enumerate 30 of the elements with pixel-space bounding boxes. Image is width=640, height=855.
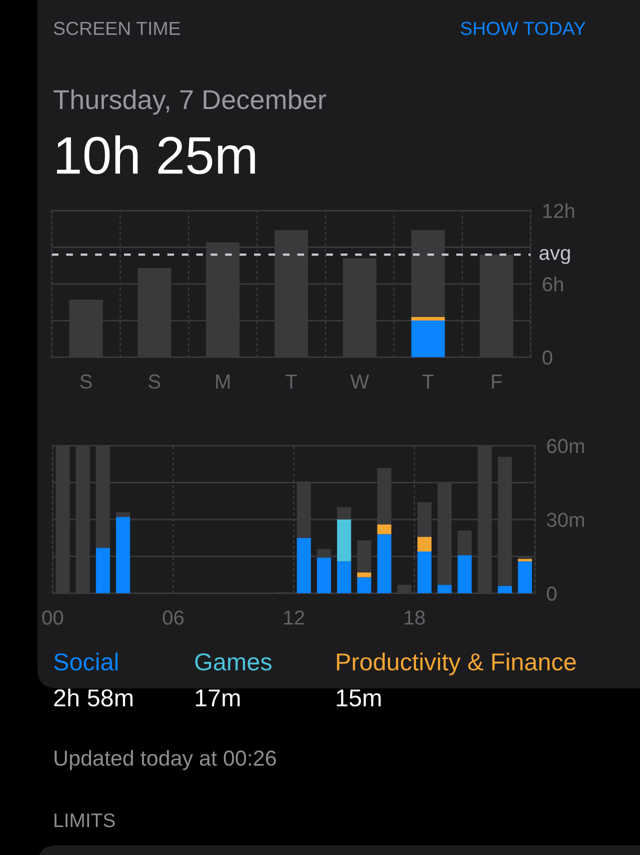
y-tick-label: 12h [543, 203, 574, 218]
x-tick-label: T [286, 374, 297, 388]
y-tick-label: 60m [547, 438, 584, 454]
text: Social [54, 652, 118, 671]
text: SHOW TODAY [460, 22, 586, 36]
x-tick-label: 18 [404, 610, 425, 625]
x-tick-label: T [422, 374, 434, 388]
text: Productivity & Finance [336, 652, 576, 676]
text: 15m [336, 690, 381, 707]
x-tick-label: 12 [284, 610, 304, 625]
ref-line-label: avg [540, 248, 570, 264]
y-tick-label: 6h [542, 276, 563, 292]
text: Updated today at 00:26 [54, 750, 276, 770]
text: 17m [196, 690, 240, 706]
chart-subtitle: 10h 25m [57, 135, 255, 174]
x-tick-label: W [350, 374, 370, 388]
text: 2h 58m [54, 688, 132, 707]
y-tick-label: 0 [546, 586, 557, 601]
y-tick-label: 30m [546, 512, 584, 527]
text: Games [195, 653, 272, 671]
chart-title: Thursday, 7 December [54, 89, 326, 115]
x-tick-label: 06 [162, 610, 184, 625]
x-tick-label: S [148, 374, 160, 389]
x-tick-label: F [492, 374, 502, 388]
text: SCREEN TIME [54, 22, 180, 36]
x-tick-label: S [80, 374, 92, 389]
y-tick-label: 0 [542, 350, 552, 365]
x-tick-label: M [216, 374, 230, 388]
x-tick-label: 00 [42, 610, 64, 625]
text: LIMITS [54, 813, 115, 828]
